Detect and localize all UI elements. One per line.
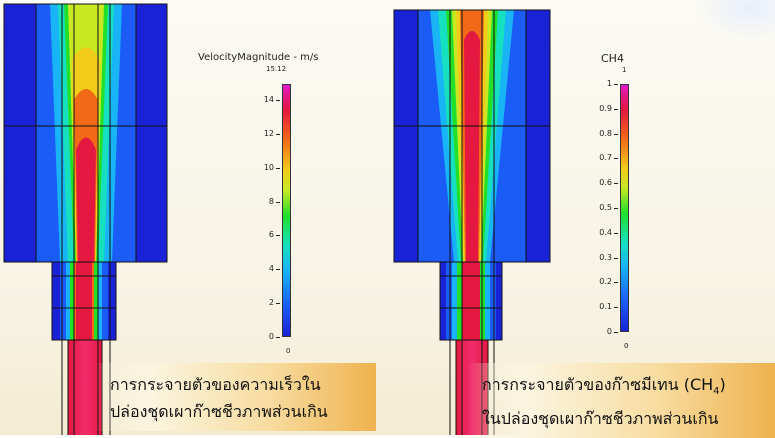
velocity-caption: การกระจายตัวของความเร็วใน ปล่องชุดเผาก๊า… xyxy=(96,363,376,431)
velocity-caption-line2: ปล่องชุดเผาก๊าซชีวภาพส่วนเกิน xyxy=(110,402,328,421)
colorbar-tick-label: 2 xyxy=(234,299,280,307)
colorbar-tick-label: 14 xyxy=(234,96,280,104)
colorbar-tick-label: 0.6 xyxy=(572,179,618,187)
colorbar-title: CH4 xyxy=(601,52,624,65)
colorbar-title: VelocityMagnitude - m/s xyxy=(198,52,319,63)
colorbar-tick-label: 0 xyxy=(234,333,280,341)
colorbar-tick-label: 0 xyxy=(572,328,618,336)
corner-glow xyxy=(695,0,775,40)
colorbar-tick-label: 12 xyxy=(234,129,280,138)
methane-caption: การกระจายตัวของก๊าซมีเทน (CH4) ในปล่องชุ… xyxy=(468,363,775,438)
colorbar-tick-label: 10 xyxy=(234,163,280,172)
methane-colorbar xyxy=(620,84,629,332)
methane-caption-line1: การกระจายตัวของก๊าซมีเทน (CH4) xyxy=(482,375,726,398)
colorbar-tick-label: 0.8 xyxy=(572,129,618,138)
colorbar-max-label: 1 xyxy=(622,66,627,74)
colorbar-max-label: 15.12 xyxy=(266,65,287,73)
colorbar-tick-label: 8 xyxy=(234,197,280,206)
colorbar-tick-label: 4 xyxy=(234,265,280,273)
colorbar-tick-label: 0.9 xyxy=(572,104,618,113)
colorbar-min-label: 0 xyxy=(624,342,629,350)
methane-caption-line2: ในปล่องชุดเผาก๊าซชีวภาพส่วนเกิน xyxy=(482,409,719,429)
colorbar-tick-label: 1 xyxy=(572,80,618,88)
colorbar-tick-label: 6 xyxy=(234,231,280,239)
colorbar-min-label: 0 xyxy=(286,347,291,355)
colorbar-tick-label: 0.5 xyxy=(572,204,618,212)
colorbar-tick-label: 0.4 xyxy=(572,228,618,237)
velocity-contour-plot xyxy=(3,3,168,435)
velocity-caption-line1: การกระจายตัวของความเร็วใน xyxy=(110,375,321,394)
colorbar-tick-label: 0.2 xyxy=(572,278,618,286)
velocity-colorbar xyxy=(282,84,291,337)
colorbar-tick-label: 0.7 xyxy=(572,154,618,162)
colorbar-tick-label: 0.3 xyxy=(572,253,618,262)
methane-contour-plot xyxy=(393,9,551,435)
colorbar-tick-label: 0.1 xyxy=(572,303,618,311)
